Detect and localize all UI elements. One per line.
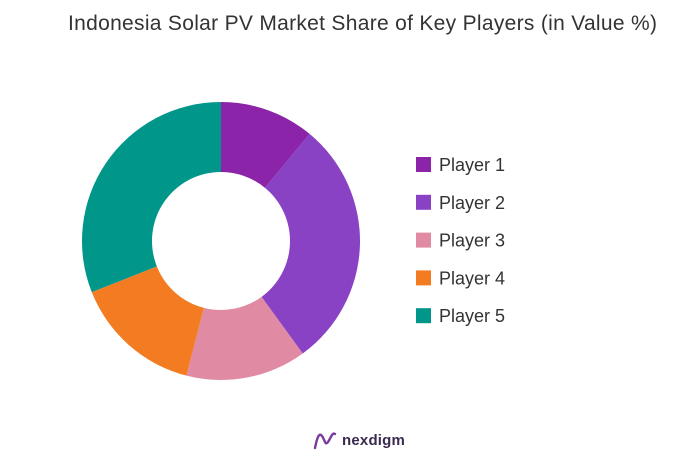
- legend-label-1: Player 1: [439, 155, 505, 175]
- legend-swatch-3: [416, 232, 431, 248]
- legend-label-3: Player 3: [439, 231, 505, 251]
- brand-logo: nexdigm: [313, 430, 405, 450]
- legend: Player 1 Player 2 Player 3 Player 4 Player 5: [416, 155, 505, 326]
- legend-swatch-2: [416, 194, 431, 210]
- legend-label-4: Player 4: [439, 268, 505, 288]
- slice-player-3: [186, 296, 303, 380]
- slice-player-5: [81, 102, 221, 293]
- nexdigm-logo-icon: [313, 432, 337, 450]
- chart-title: Indonesia Solar PV Market Share of Key P…: [68, 12, 658, 35]
- legend-swatch-1: [416, 157, 431, 172]
- brand-name: nexdigm: [342, 431, 406, 449]
- donut-slices: [81, 102, 360, 380]
- legend-swatch-5: [416, 308, 431, 324]
- legend-label-5: Player 5: [439, 306, 505, 326]
- legend-label-2: Player 2: [439, 193, 505, 213]
- legend-swatch-4: [416, 270, 431, 286]
- slice-player-4: [91, 266, 204, 376]
- slice-player-1: [221, 102, 310, 188]
- slice-player-2: [261, 133, 360, 354]
